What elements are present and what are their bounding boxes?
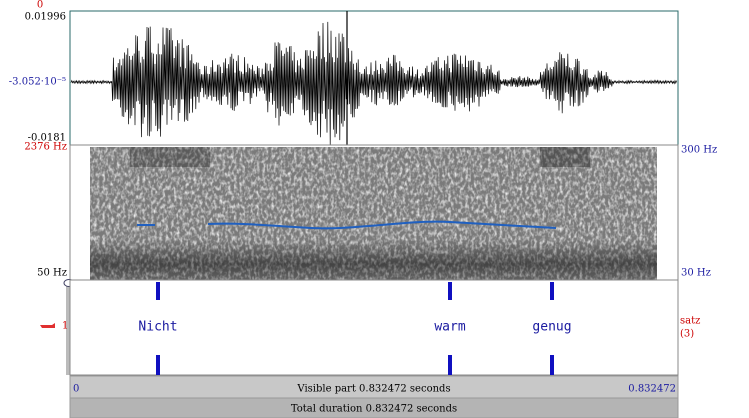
total-duration: Total duration 0.832472 seconds (291, 404, 457, 415)
freq-min: 50 Hz (37, 268, 67, 279)
boundary-bottom (448, 355, 452, 375)
waveform-trace (70, 21, 677, 145)
interval-label: warm (434, 320, 465, 335)
boundary-top (550, 282, 554, 300)
waveform (70, 21, 677, 145)
tier-count: (3) (680, 329, 694, 340)
pitch-contour (137, 220, 557, 230)
amp-min: -0.0181 (28, 133, 66, 144)
tier-intervals: Nicht warm genug (138, 282, 572, 375)
pitch-max: 300 Hz (681, 145, 717, 156)
amp-max: 0.01996 (25, 12, 66, 23)
boundary-bottom (156, 355, 160, 375)
start-time: 0 (73, 384, 79, 395)
freq-max: 2376 Hz (24, 142, 67, 153)
end-time: 0.832472 (628, 384, 676, 395)
boundary-bottom (550, 355, 554, 375)
boundary-top (156, 282, 160, 300)
interval-label: Nicht (138, 320, 177, 335)
formant-band (90, 240, 657, 280)
total-bar[interactable] (69, 397, 679, 418)
tier-frame[interactable] (69, 279, 679, 376)
pitch-min: 30 Hz (681, 268, 711, 279)
time-marker: 0 (37, 0, 43, 11)
amp-mid: -3.052·10⁻⁵ (9, 77, 66, 88)
interval-label: genug (532, 320, 571, 335)
pointer-icon (40, 323, 55, 328)
formant-band (130, 147, 210, 167)
tier-number: 1 (62, 321, 68, 332)
tier-name: satz (680, 316, 700, 327)
boundary-top (448, 282, 452, 300)
scroll-strip (66, 282, 70, 375)
visible-part: Visible part 0.832472 seconds (296, 384, 450, 395)
formant-band (540, 147, 590, 167)
